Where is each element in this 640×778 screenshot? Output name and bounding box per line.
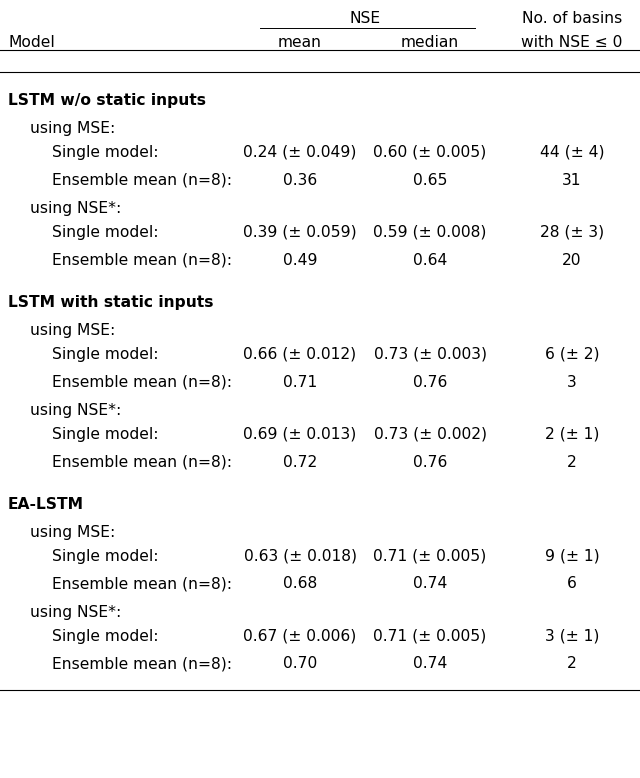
Text: EA-LSTM: EA-LSTM [8, 496, 84, 511]
Text: Ensemble mean (n=8):: Ensemble mean (n=8): [52, 253, 232, 268]
Text: Ensemble mean (n=8):: Ensemble mean (n=8): [52, 657, 232, 671]
Text: 20: 20 [563, 253, 582, 268]
Text: NSE: NSE [349, 10, 381, 26]
Text: Ensemble mean (n=8):: Ensemble mean (n=8): [52, 576, 232, 591]
Text: 0.60 (± 0.005): 0.60 (± 0.005) [373, 145, 486, 159]
Text: 0.66 (± 0.012): 0.66 (± 0.012) [243, 346, 356, 362]
Text: 0.65: 0.65 [413, 173, 447, 187]
Text: Single model:: Single model: [52, 225, 159, 240]
Text: No. of basins: No. of basins [522, 10, 622, 26]
Text: using MSE:: using MSE: [30, 323, 115, 338]
Text: 28 (± 3): 28 (± 3) [540, 225, 604, 240]
Text: 0.70: 0.70 [283, 657, 317, 671]
Text: 0.76: 0.76 [413, 374, 447, 390]
Text: 0.64: 0.64 [413, 253, 447, 268]
Text: 0.74: 0.74 [413, 657, 447, 671]
Text: median: median [401, 34, 459, 50]
Text: using NSE*:: using NSE*: [30, 201, 121, 216]
Text: 31: 31 [563, 173, 582, 187]
Text: 0.24 (± 0.049): 0.24 (± 0.049) [243, 145, 356, 159]
Text: Ensemble mean (n=8):: Ensemble mean (n=8): [52, 374, 232, 390]
Text: 3: 3 [567, 374, 577, 390]
Text: 0.71: 0.71 [283, 374, 317, 390]
Text: 0.74: 0.74 [413, 576, 447, 591]
Text: using NSE*:: using NSE*: [30, 402, 121, 418]
Text: 0.36: 0.36 [283, 173, 317, 187]
Text: 6: 6 [567, 576, 577, 591]
Text: using NSE*:: using NSE*: [30, 605, 121, 619]
Text: Single model:: Single model: [52, 629, 159, 643]
Text: using MSE:: using MSE: [30, 524, 115, 539]
Text: Single model:: Single model: [52, 346, 159, 362]
Text: Single model:: Single model: [52, 145, 159, 159]
Text: 2: 2 [567, 657, 577, 671]
Text: 2: 2 [567, 454, 577, 469]
Text: using MSE:: using MSE: [30, 121, 115, 135]
Text: mean: mean [278, 34, 322, 50]
Text: 3 (± 1): 3 (± 1) [545, 629, 599, 643]
Text: 0.71 (± 0.005): 0.71 (± 0.005) [373, 548, 486, 563]
Text: 0.49: 0.49 [283, 253, 317, 268]
Text: 0.69 (± 0.013): 0.69 (± 0.013) [243, 426, 356, 441]
Text: Ensemble mean (n=8):: Ensemble mean (n=8): [52, 173, 232, 187]
Text: LSTM with static inputs: LSTM with static inputs [8, 295, 214, 310]
Text: LSTM w/o static inputs: LSTM w/o static inputs [8, 93, 206, 107]
Text: 0.76: 0.76 [413, 454, 447, 469]
Text: Ensemble mean (n=8):: Ensemble mean (n=8): [52, 454, 232, 469]
Text: 0.39 (± 0.059): 0.39 (± 0.059) [243, 225, 357, 240]
Text: 0.68: 0.68 [283, 576, 317, 591]
Text: Model: Model [8, 34, 55, 50]
Text: Single model:: Single model: [52, 548, 159, 563]
Text: with NSE ≤ 0: with NSE ≤ 0 [522, 34, 623, 50]
Text: 0.73 (± 0.003): 0.73 (± 0.003) [374, 346, 486, 362]
Text: 9 (± 1): 9 (± 1) [545, 548, 599, 563]
Text: Single model:: Single model: [52, 426, 159, 441]
Text: 0.67 (± 0.006): 0.67 (± 0.006) [243, 629, 356, 643]
Text: 2 (± 1): 2 (± 1) [545, 426, 599, 441]
Text: 0.59 (± 0.008): 0.59 (± 0.008) [373, 225, 486, 240]
Text: 6 (± 2): 6 (± 2) [545, 346, 599, 362]
Text: 0.71 (± 0.005): 0.71 (± 0.005) [373, 629, 486, 643]
Text: 0.63 (± 0.018): 0.63 (± 0.018) [243, 548, 356, 563]
Text: 0.72: 0.72 [283, 454, 317, 469]
Text: 0.73 (± 0.002): 0.73 (± 0.002) [374, 426, 486, 441]
Text: 44 (± 4): 44 (± 4) [540, 145, 604, 159]
